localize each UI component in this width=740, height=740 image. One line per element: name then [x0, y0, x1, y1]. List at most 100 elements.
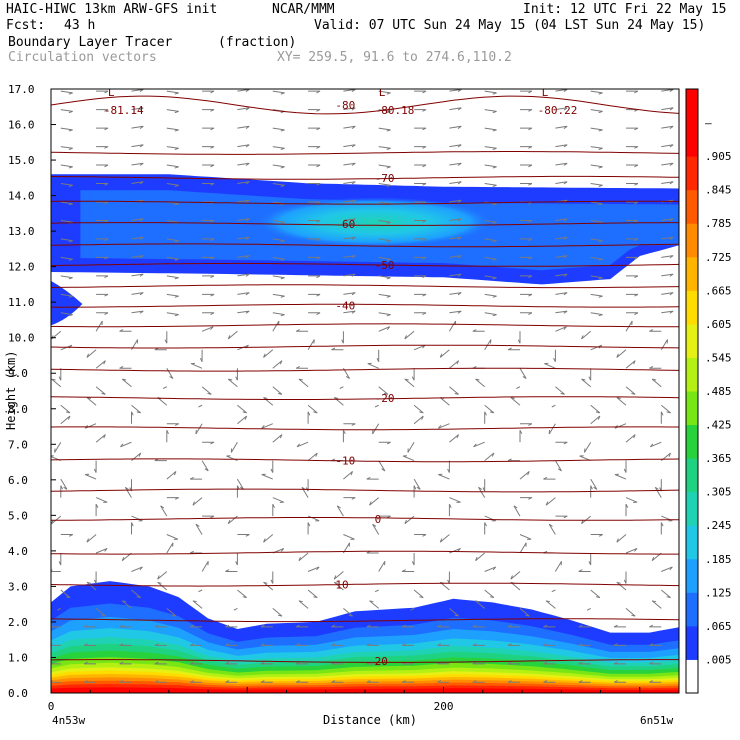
vector-arrow: [308, 275, 321, 279]
colorbar-label: .605: [705, 318, 732, 331]
vector-arrow: [369, 497, 380, 506]
vector-arrow: [119, 329, 132, 332]
contour-line: [51, 367, 679, 372]
vector-arrow: [414, 109, 427, 112]
vector-arrow: [189, 550, 203, 554]
vector-arrow: [439, 349, 450, 358]
vector-arrow: [233, 607, 238, 611]
vector-arrow: [437, 624, 450, 628]
vector-arrow: [95, 386, 106, 395]
vector-arrow: [83, 624, 97, 628]
vector-arrow: [590, 404, 601, 414]
vector-arrow: [473, 441, 485, 448]
vector-arrow: [484, 411, 487, 424]
vector-arrow: [484, 404, 495, 414]
vector-arrow: [372, 523, 380, 535]
vector-arrow: [131, 589, 142, 599]
vector-arrow: [295, 366, 309, 369]
vector-arrow: [198, 404, 203, 408]
vector-arrow: [649, 366, 662, 369]
vector-arrow: [404, 330, 415, 340]
field-units: (fraction): [218, 35, 297, 50]
vector-arrow: [519, 368, 527, 380]
vector-arrow: [661, 125, 674, 130]
vector-arrow: [519, 429, 523, 443]
colorbar-swatch: [686, 357, 698, 392]
vector-arrow: [616, 397, 627, 406]
vector-arrow: [543, 643, 556, 646]
contour-label: -80: [335, 99, 355, 112]
tracer-blob-11km: [51, 280, 83, 326]
vector-arrow: [308, 293, 321, 297]
vector-arrow: [649, 624, 662, 628]
vector-arrow: [131, 411, 134, 424]
vector-arrow: [626, 238, 639, 242]
vector-arrow: [507, 680, 520, 683]
vector-arrow: [555, 441, 568, 445]
vector-arrow: [272, 360, 283, 369]
vector-arrow: [166, 90, 179, 95]
vector-arrow: [378, 293, 391, 298]
vector-arrow: [201, 326, 214, 332]
colorbar-label: –: [705, 117, 712, 130]
vector-arrow: [164, 331, 168, 344]
vector-arrow: [484, 109, 497, 114]
vector-arrow: [225, 661, 238, 665]
vector-arrow: [225, 680, 238, 683]
vector-arrow: [590, 589, 601, 599]
colorbar-swatch: [686, 89, 698, 124]
vector-arrow: [166, 368, 174, 380]
vector-arrow: [237, 273, 250, 277]
vector-arrow: [166, 471, 177, 480]
vector-arrow: [555, 162, 568, 166]
vector-arrow: [484, 183, 497, 187]
colorbar-label: .065: [705, 620, 732, 633]
vector-arrow: [555, 326, 567, 332]
vector-arrow: [192, 600, 203, 609]
vector-arrow: [661, 144, 674, 148]
vector-arrow: [660, 411, 664, 424]
vector-arrow: [60, 127, 73, 132]
vector-arrow: [202, 238, 215, 242]
vector-arrow: [584, 441, 592, 453]
colorbar-swatch: [686, 558, 698, 593]
vector-arrow: [202, 164, 215, 168]
vector-arrow: [590, 183, 603, 187]
vector-arrow: [96, 220, 109, 223]
vector-arrow: [119, 366, 132, 369]
y-tick-label: 6.0: [8, 474, 28, 487]
vector-arrow: [449, 434, 460, 443]
vector-arrow: [661, 292, 674, 296]
vector-arrow: [614, 473, 627, 480]
vector-arrow: [308, 109, 321, 112]
vector-arrow: [60, 275, 73, 280]
vector-arrow: [272, 183, 285, 187]
vector-arrow: [343, 273, 356, 277]
vector-arrow: [581, 330, 592, 340]
vector-arrow: [272, 312, 285, 317]
vector-arrow: [96, 109, 109, 112]
y-tick-label: 2.0: [8, 616, 28, 629]
vector-arrow: [227, 330, 238, 340]
vector-arrow: [438, 473, 450, 480]
vector-arrow: [520, 220, 533, 223]
vector-arrow: [333, 571, 344, 580]
contour-label: 20: [375, 655, 388, 668]
vector-arrow: [54, 441, 62, 453]
vector-arrow: [520, 423, 533, 426]
vector-arrow: [543, 476, 556, 480]
vector-arrow: [202, 275, 215, 279]
vector-arrow: [590, 293, 603, 298]
vector-arrow: [202, 146, 215, 149]
vector-arrow: [661, 162, 674, 166]
vector-arrow: [237, 89, 250, 93]
vector-arrow: [83, 643, 97, 646]
vector-arrow: [586, 607, 591, 611]
vector-arrow: [554, 460, 562, 472]
vector-arrow: [51, 643, 61, 646]
vector-arrow: [519, 471, 530, 480]
vector-arrow: [449, 273, 462, 277]
vector-arrow: [272, 497, 284, 503]
vector-arrow: [343, 255, 356, 259]
vector-arrow: [661, 89, 674, 93]
